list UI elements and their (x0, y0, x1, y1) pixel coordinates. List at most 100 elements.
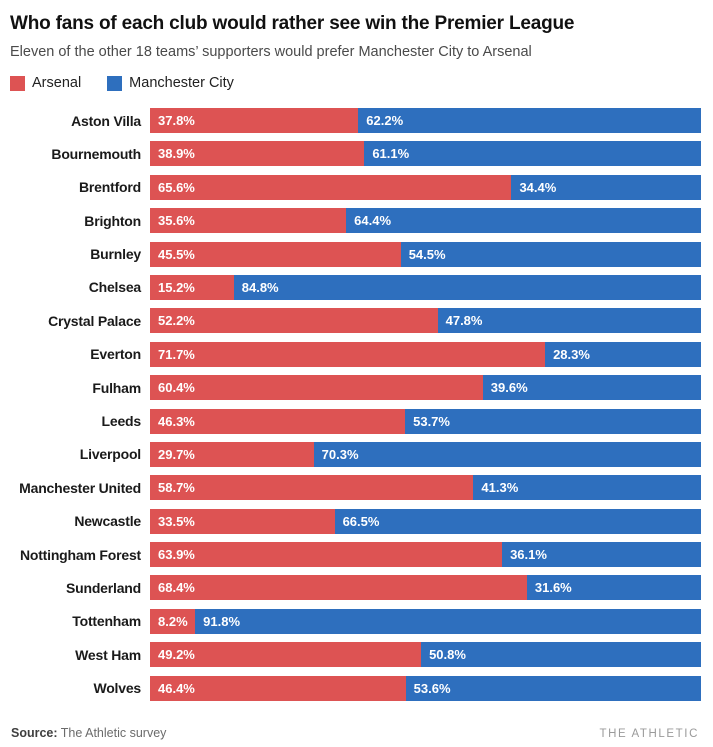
arsenal-bar-segment: 37.8% (150, 108, 359, 133)
bar-track: 35.6% 64.4% (150, 208, 701, 234)
man-city-percent-label: 84.8% (241, 279, 279, 295)
arsenal-percent-label: 15.2% (158, 279, 195, 295)
man-city-percent-label: 53.6% (413, 680, 451, 696)
man-city-percent-label: 47.8% (445, 313, 483, 329)
team-label: Everton (90, 346, 141, 363)
arsenal-bar-segment: 58.7% (150, 475, 474, 501)
man-city-bar-segment: 84.8% (233, 274, 701, 300)
arsenal-bar-segment: 71.7% (150, 341, 546, 367)
bar-track: 46.3% 53.7% (150, 408, 701, 434)
man-city-bar-segment: 39.6% (482, 375, 701, 401)
team-label: Tottenham (72, 613, 141, 630)
arsenal-bar-segment: 33.5% (150, 508, 335, 534)
bar-row: Burnley 45.5% 54.5% (10, 241, 701, 267)
man-city-bar-segment: 61.1% (364, 141, 701, 167)
arsenal-percent-label: 35.6% (158, 213, 195, 229)
arsenal-bar-segment: 46.3% (150, 408, 406, 434)
source-note: Source: The Athletic survey (11, 726, 166, 740)
legend-item-arsenal: Arsenal (10, 75, 81, 91)
legend-item-man-city: Manchester City (107, 75, 234, 91)
man-city-bar-segment: 47.8% (437, 308, 701, 334)
man-city-percent-label: 39.6% (490, 380, 528, 396)
legend-label-man-city: Manchester City (129, 75, 234, 91)
team-label: Wolves (93, 680, 141, 697)
man-city-bar-segment: 34.4% (511, 174, 701, 200)
arsenal-bar-segment: 29.7% (150, 441, 314, 467)
arsenal-percent-label: 33.5% (158, 513, 195, 529)
team-label: Chelsea (88, 279, 141, 296)
man-city-bar-segment: 66.5% (334, 508, 701, 534)
chart-subtitle: Eleven of the other 18 teams’ supporters… (10, 44, 532, 60)
man-city-percent-label: 61.1% (372, 146, 410, 162)
arsenal-percent-label: 63.9% (158, 547, 195, 563)
bar-row: Manchester United 58.7% 41.3% (10, 475, 701, 501)
bar-row: Leeds 46.3% 53.7% (10, 408, 701, 434)
arsenal-percent-label: 46.4% (158, 680, 195, 696)
bar-track: 68.4% 31.6% (150, 575, 701, 601)
bar-track: 38.9% 61.1% (150, 141, 701, 167)
team-label: Bournemouth (51, 145, 141, 162)
team-label: Brentford (79, 179, 141, 196)
arsenal-percent-label: 45.5% (158, 246, 195, 262)
man-city-bar-segment: 70.3% (313, 441, 701, 467)
man-city-bar-segment: 36.1% (502, 542, 701, 568)
bar-row: Wolves 46.4% 53.6% (10, 675, 701, 701)
bar-track: 65.6% 34.4% (150, 174, 701, 200)
bar-track: 33.5% 66.5% (150, 508, 701, 534)
man-city-percent-label: 31.6% (534, 580, 572, 596)
man-city-bar-segment: 50.8% (421, 642, 701, 668)
man-city-percent-label: 91.8% (203, 613, 241, 629)
arsenal-percent-label: 68.4% (158, 580, 195, 596)
arsenal-percent-label: 38.9% (158, 146, 195, 162)
arsenal-swatch-icon (10, 75, 25, 91)
arsenal-percent-label: 46.3% (158, 413, 195, 429)
bar-track: 60.4% 39.6% (150, 375, 701, 401)
bar-row: Crystal Palace 52.2% 47.8% (10, 308, 701, 334)
arsenal-bar-segment: 68.4% (150, 575, 527, 601)
team-label: Crystal Palace (48, 312, 141, 329)
man-city-bar-segment: 41.3% (473, 475, 701, 501)
arsenal-percent-label: 49.2% (158, 647, 195, 663)
bar-row: Brighton 35.6% 64.4% (10, 208, 701, 234)
bar-row: Aston Villa 37.8% 62.2% (10, 108, 701, 133)
bar-row: Chelsea 15.2% 84.8% (10, 274, 701, 300)
bar-track: 52.2% 47.8% (150, 308, 701, 334)
bar-track: 49.2% 50.8% (150, 642, 701, 668)
arsenal-bar-segment: 15.2% (150, 274, 234, 300)
man-city-percent-label: 53.7% (413, 413, 450, 429)
arsenal-bar-segment: 35.6% (150, 208, 347, 234)
bar-track: 8.2% 91.8% (150, 608, 701, 634)
arsenal-bar-segment: 65.6% (150, 174, 512, 200)
bar-row: Bournemouth 38.9% 61.1% (10, 141, 701, 167)
arsenal-percent-label: 29.7% (158, 446, 195, 462)
bar-track: 46.4% 53.6% (150, 675, 701, 701)
arsenal-percent-label: 60.4% (158, 380, 195, 396)
bar-track: 63.9% 36.1% (150, 542, 701, 568)
bar-row: Liverpool 29.7% 70.3% (10, 441, 701, 467)
team-label: Sunderland (65, 579, 141, 596)
bar-row: West Ham 49.2% 50.8% (10, 642, 701, 668)
man-city-percent-label: 66.5% (342, 513, 380, 529)
bar-row: Everton 71.7% 28.3% (10, 341, 701, 367)
man-city-bar-segment: 64.4% (346, 208, 701, 234)
bar-row: Nottingham Forest 63.9% 36.1% (10, 542, 701, 568)
man-city-bar-segment: 91.8% (195, 608, 701, 634)
arsenal-bar-segment: 60.4% (150, 375, 483, 401)
bar-row: Brentford 65.6% 34.4% (10, 174, 701, 200)
publisher-logo: THE ATHLETIC (599, 728, 699, 741)
bar-row: Tottenham 8.2% 91.8% (10, 608, 701, 634)
arsenal-bar-segment: 63.9% (150, 542, 503, 568)
man-city-bar-segment: 62.2% (358, 108, 701, 133)
team-label: Burnley (90, 246, 141, 263)
man-city-percent-label: 70.3% (321, 446, 359, 462)
arsenal-percent-label: 8.2% (158, 613, 188, 629)
arsenal-bar-segment: 49.2% (150, 642, 422, 668)
man-city-percent-label: 50.8% (429, 647, 466, 663)
bar-row: Fulham 60.4% 39.6% (10, 375, 701, 401)
team-label: Nottingham Forest (19, 546, 141, 563)
chart-title: Who fans of each club would rather see w… (10, 13, 575, 34)
bar-row: Newcastle 33.5% 66.5% (10, 508, 701, 534)
man-city-bar-segment: 53.6% (405, 675, 701, 701)
man-city-bar-segment: 28.3% (545, 341, 701, 367)
bar-track: 37.8% 62.2% (150, 108, 701, 133)
